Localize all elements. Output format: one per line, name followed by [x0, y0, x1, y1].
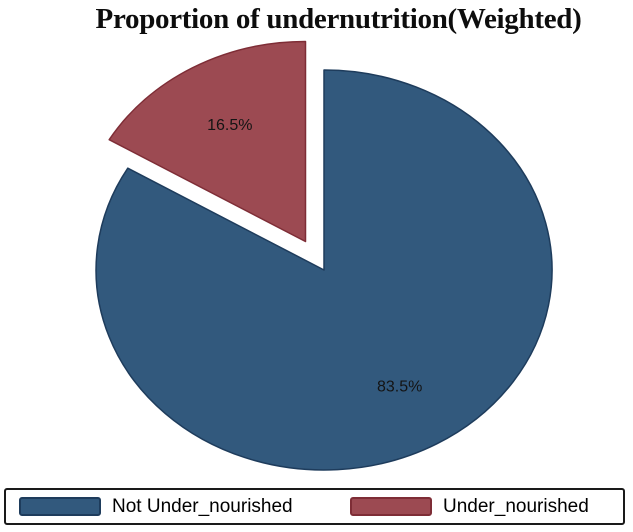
legend: Not Under_nourished Under_nourished	[4, 488, 625, 525]
pie-slice-not-under-nourished	[95, 69, 553, 471]
legend-swatch-under-nourished	[350, 497, 432, 516]
legend-item-under-nourished: Under_nourished	[350, 490, 589, 523]
pie-slice-label-not-under-nourished: 83.5%	[377, 378, 422, 395]
legend-swatch-not-under-nourished	[19, 497, 101, 516]
pie-slice-label-under-nourished: 16.5%	[207, 117, 252, 134]
chart-title: Proportion of undernutrition(Weighted)	[95, 3, 582, 35]
legend-label-under-nourished: Under_nourished	[443, 495, 589, 517]
pie-slice-under-nourished	[108, 40, 307, 243]
legend-label-not-under-nourished: Not Under_nourished	[112, 495, 293, 517]
legend-item-not-under-nourished: Not Under_nourished	[19, 490, 293, 523]
